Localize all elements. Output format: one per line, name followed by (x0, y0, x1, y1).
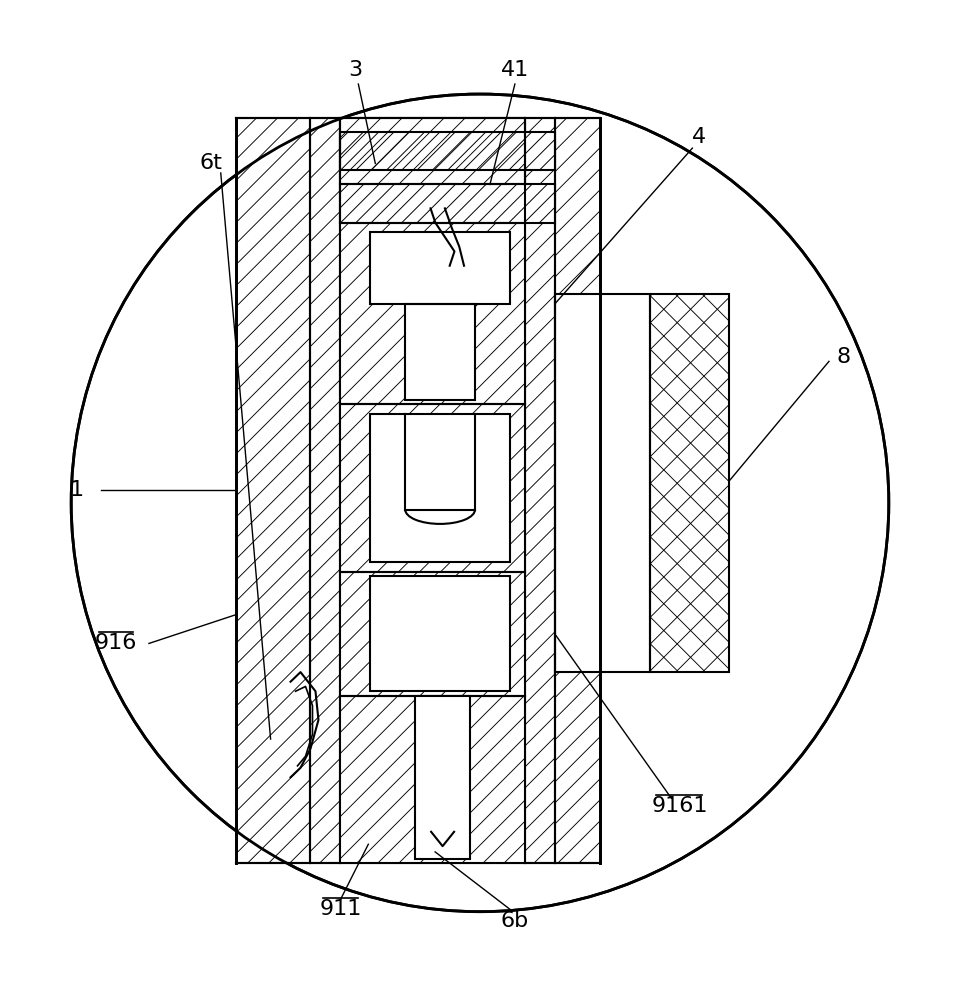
Circle shape (71, 94, 889, 912)
Bar (406, 304, 475, 400)
Bar (649, 294, 729, 672)
Text: 916: 916 (95, 633, 137, 653)
Bar (370, 414, 510, 562)
Text: 9161: 9161 (651, 796, 708, 816)
Bar (340, 118, 525, 184)
Bar (406, 414, 475, 524)
Bar (340, 223, 525, 404)
Bar (649, 294, 729, 672)
Text: 4: 4 (692, 127, 707, 147)
Bar (525, 118, 554, 863)
Bar (340, 696, 525, 863)
Bar (340, 404, 525, 572)
Text: 41: 41 (501, 60, 529, 80)
Bar (415, 696, 470, 859)
Bar (370, 232, 510, 304)
Bar (340, 184, 554, 223)
Text: 8: 8 (837, 347, 851, 367)
Bar (370, 576, 510, 691)
Bar (554, 118, 599, 863)
Bar (340, 132, 554, 170)
Bar (311, 118, 340, 863)
Bar (340, 572, 525, 696)
Bar (340, 184, 554, 223)
Text: 6b: 6b (501, 911, 529, 931)
Text: 911: 911 (319, 899, 362, 919)
Text: 1: 1 (69, 480, 83, 500)
Bar (406, 304, 475, 400)
Bar (554, 294, 649, 672)
Bar (340, 132, 554, 170)
Bar (370, 414, 510, 562)
Bar (415, 696, 470, 859)
Bar (370, 232, 510, 304)
Bar (554, 294, 649, 672)
Text: 6t: 6t (199, 153, 222, 173)
Text: 3: 3 (348, 60, 363, 80)
Bar (340, 118, 525, 184)
Bar (370, 576, 510, 691)
Bar (236, 118, 311, 863)
